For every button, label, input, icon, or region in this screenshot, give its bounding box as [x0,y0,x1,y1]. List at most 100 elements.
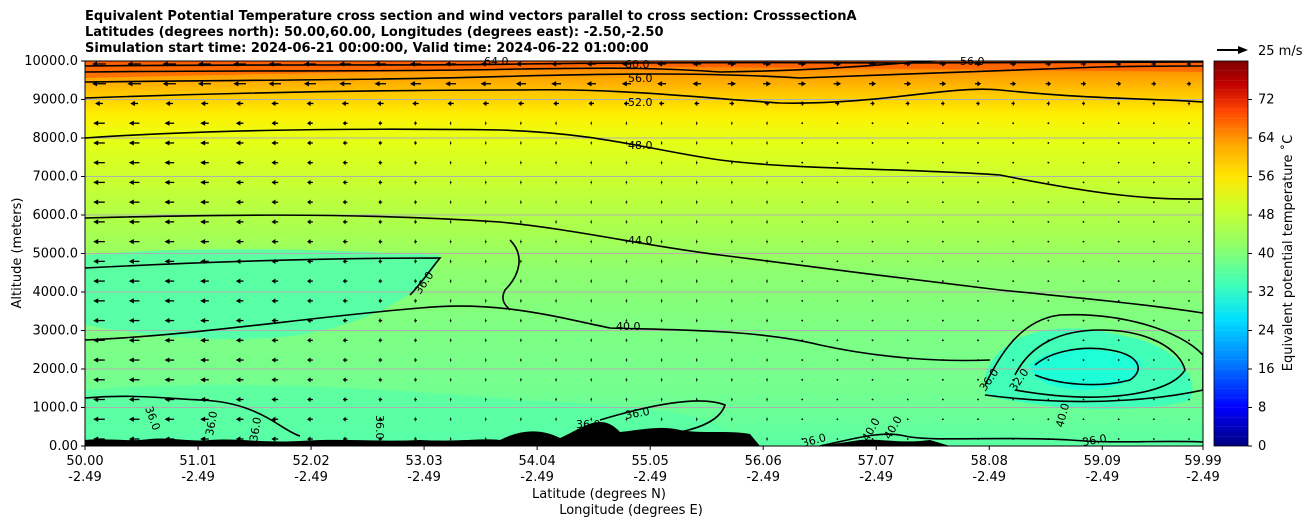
wind-vector [871,260,874,263]
wind-vector-head [378,317,381,324]
wind-vector-head [484,317,486,324]
wind-vector [836,142,839,144]
colorbar-tick-label: 48 [1258,208,1275,223]
wind-vector-head [378,357,381,363]
wind-vector-head [128,179,134,186]
wind-reference-label: 25 m/s [1258,44,1303,59]
wind-vector [1117,339,1120,342]
wind-vector-head [551,81,557,87]
wind-vector-head [590,298,592,304]
wind-vector-head [872,100,875,107]
wind-vector [1152,299,1155,302]
wind-vector-head [414,337,416,343]
wind-vector [1152,260,1155,263]
x-tick-label-lon: -2.49 [746,470,780,485]
x-tick-label-lat: 53.03 [405,454,442,469]
wind-vector-head [414,416,416,422]
x-tick-label-lon: -2.49 [294,470,328,485]
wind-vector [1117,122,1120,125]
wind-vector-head [484,199,486,205]
wind-vector-head [200,416,206,422]
wind-vector-head [660,120,662,126]
wind-vector-head [590,377,592,383]
wind-vector [906,142,909,144]
wind-vector [977,142,979,144]
wind-vector-head [766,278,768,284]
wind-vector-head [801,81,807,87]
wind-vector [871,181,874,184]
wind-vector-head [731,81,737,87]
wind-vector-head [414,278,416,284]
wind-vector [906,359,909,361]
colorbar-tick-label: 8 [1258,401,1266,416]
x-axis-label-latitude: Latitude (degrees N) [532,487,666,502]
wind-vector-head [836,61,842,67]
wind-vector [1152,220,1155,223]
wind-vector-head [271,199,276,205]
wind-vector-head [660,317,662,324]
wind-vector [1082,319,1085,322]
wind-vector [1188,260,1190,263]
contour-label: 40.0 [1053,402,1072,429]
wind-vector-head [766,61,772,67]
x-tick-label-lat: 50.00 [66,454,103,469]
wind-vector [1117,319,1120,322]
wind-vector-head [271,416,276,422]
wind-vector-head [590,337,592,343]
wind-vector [1188,339,1190,342]
wind-vector-head [482,100,487,107]
wind-vector-head [378,337,381,343]
wind-vector-head [766,377,768,383]
wind-vector-head [235,377,241,383]
wind-vector-head [695,337,697,343]
wind-vector-head [378,160,381,166]
wind-vector-head [128,317,134,324]
wind-vector-head [93,258,99,264]
wind-vector-head [198,81,204,87]
wind-vector [801,220,804,223]
wind-vector-head [414,199,416,205]
wind-vector-head [414,298,416,304]
y-tick-label: 5000.0 [33,247,79,262]
wind-vector-head [590,416,592,422]
wind-vector [801,359,804,361]
wind-vector-head [484,416,486,422]
x-tick-label-lon: -2.49 [407,470,441,485]
wind-vector-head [660,377,662,383]
wind-vector-head [766,81,772,87]
wind-vector [906,299,909,302]
wind-vector-head [128,396,134,403]
wind-vector-head [731,61,737,67]
wind-vector-head [695,357,697,363]
wind-vector [801,319,804,322]
wind-vector-head [307,278,311,284]
wind-vector-head [449,416,451,422]
wind-vector-head [1083,100,1086,107]
wind-vector [941,299,944,302]
wind-vector-head [695,199,697,205]
wind-vector-head [378,140,381,146]
wind-vector-head [520,239,522,245]
wind-vector-head [93,396,99,403]
wind-vector-head [235,199,241,205]
wind-vector-head [766,179,768,186]
wind-vector-head [766,396,768,403]
contour-36-low-west [85,395,301,437]
wind-vector [836,220,839,223]
wind-vector-head [695,298,697,304]
wind-vector-head [1118,61,1122,67]
wind-vector-head [590,239,592,245]
wind-vector-head [307,396,311,403]
wind-vector [1082,280,1085,283]
wind-vector-head [271,140,276,146]
wind-vector-head [766,140,768,146]
wind-vector [801,339,804,342]
wind-vector [1117,359,1120,361]
wind-vector [836,201,839,204]
wind-vector [977,319,979,322]
wind-vector-head [625,179,627,186]
wind-vector [1012,339,1015,342]
wind-vector-head [801,61,807,67]
contour-label: 56.0 [628,72,653,85]
wind-vector-head [520,317,522,324]
